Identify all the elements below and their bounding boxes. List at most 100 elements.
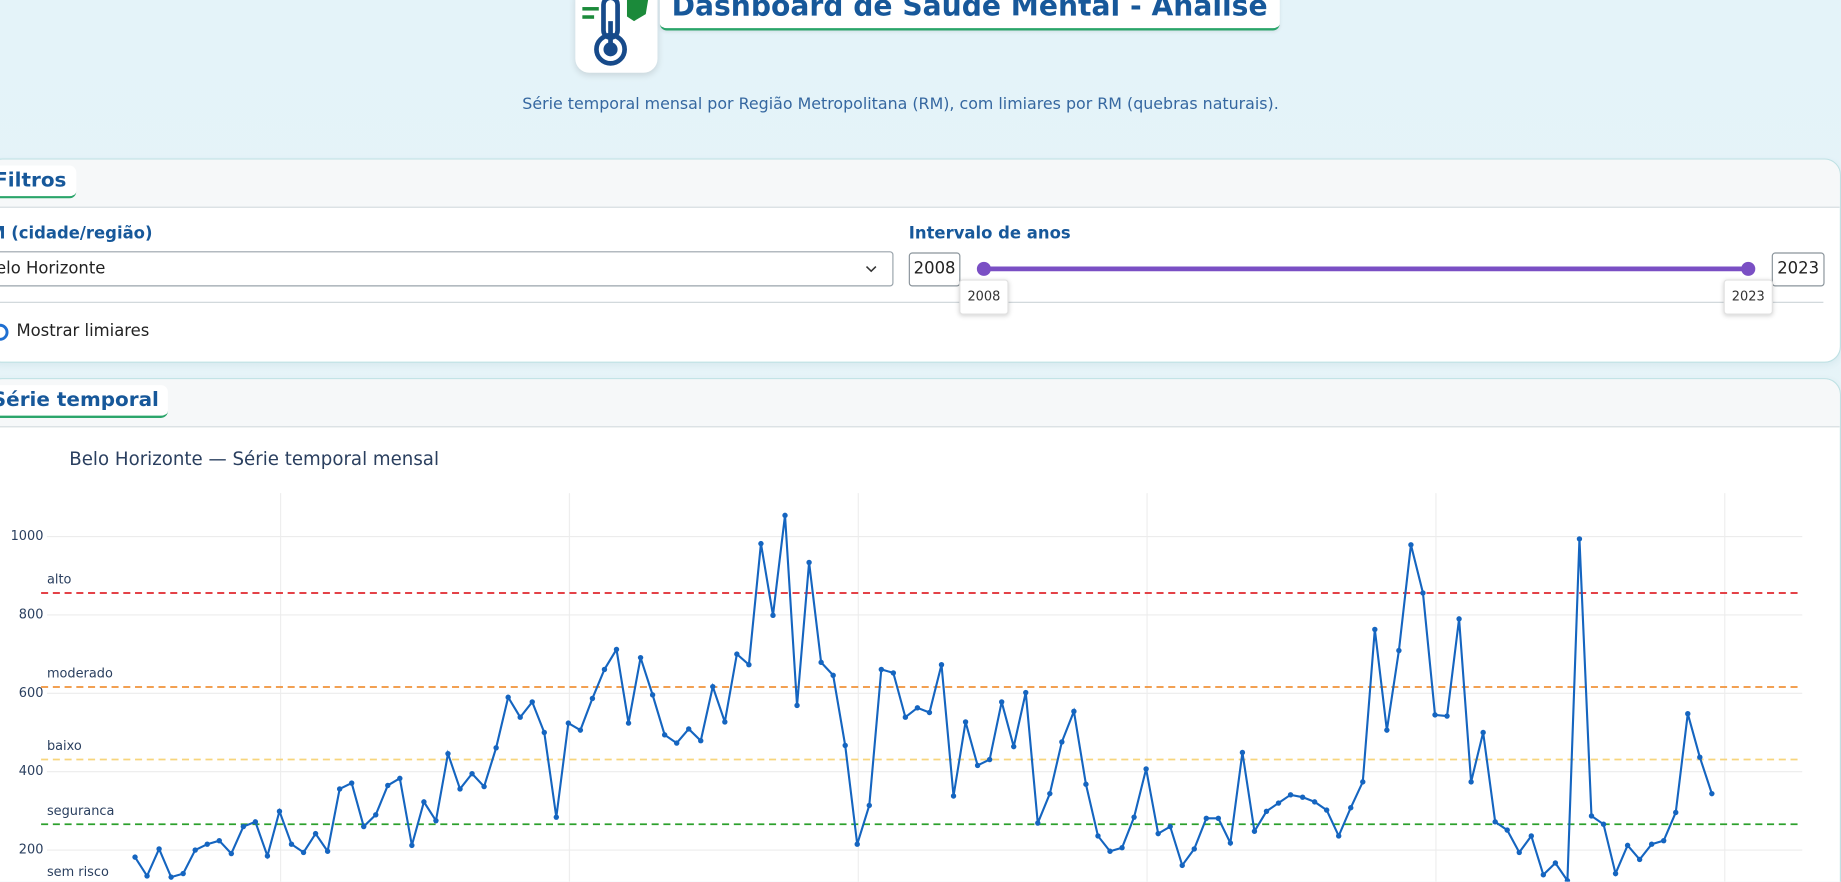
page-subtitle: Série temporal mensal por Região Metropo… xyxy=(522,95,1279,114)
data-point xyxy=(1673,809,1679,816)
data-point xyxy=(698,738,704,744)
series-card: Série temporal xyxy=(0,378,1841,882)
data-point xyxy=(601,666,608,673)
data-point xyxy=(722,719,728,725)
data-point xyxy=(228,850,235,857)
data-point xyxy=(1348,805,1354,811)
slider-handle[interactable] xyxy=(1741,261,1756,276)
data-point xyxy=(1107,848,1113,854)
data-point xyxy=(1408,542,1414,548)
data-point xyxy=(637,654,644,661)
data-point xyxy=(216,837,222,844)
checkbox[interactable] xyxy=(0,323,9,342)
data-point xyxy=(336,786,343,792)
data-point xyxy=(1251,828,1258,834)
year-start-input[interactable]: 2008 xyxy=(908,252,961,287)
data-point xyxy=(830,672,836,678)
data-point xyxy=(1179,862,1185,869)
series-line xyxy=(134,515,1713,882)
data-point xyxy=(842,742,848,749)
data-point xyxy=(613,646,620,653)
data-point xyxy=(1444,713,1450,719)
title-box: Dashboard de Saúde Mental - Análise xyxy=(659,0,1280,31)
data-point xyxy=(517,714,523,720)
data-point xyxy=(1685,710,1691,717)
data-point xyxy=(1035,820,1041,826)
data-point xyxy=(625,720,632,726)
data-point xyxy=(1661,837,1667,844)
data-point xyxy=(649,692,656,698)
data-point xyxy=(288,841,295,847)
data-point xyxy=(1095,833,1101,839)
data-point xyxy=(1155,830,1161,837)
data-point xyxy=(361,823,367,830)
data-point xyxy=(950,793,957,799)
data-point xyxy=(1167,823,1173,830)
data-point xyxy=(734,651,740,657)
data-point xyxy=(132,854,138,860)
data-point xyxy=(1552,860,1559,866)
data-point xyxy=(252,819,259,825)
data-point xyxy=(1323,807,1330,813)
slider-handle[interactable] xyxy=(976,261,991,276)
data-point xyxy=(409,842,415,849)
data-point xyxy=(1263,808,1270,814)
data-point xyxy=(541,729,547,736)
region-label: RM (cidade/região) xyxy=(0,224,153,244)
threshold-label: seguranca xyxy=(47,804,114,819)
data-point xyxy=(397,775,403,782)
data-point xyxy=(1360,779,1366,785)
data-point xyxy=(1492,819,1498,825)
year-slider[interactable] xyxy=(975,258,1759,279)
data-point xyxy=(794,702,800,709)
data-point xyxy=(818,659,824,666)
divider xyxy=(0,301,1824,303)
data-point xyxy=(1420,590,1426,596)
data-point xyxy=(264,853,271,859)
data-point xyxy=(1372,626,1378,633)
data-point xyxy=(1588,813,1595,819)
data-point xyxy=(866,802,872,809)
data-point xyxy=(1227,840,1234,846)
data-point xyxy=(806,559,812,566)
data-point xyxy=(1697,754,1703,760)
data-point xyxy=(1540,872,1547,878)
card-header: Filtros xyxy=(0,159,1840,208)
data-point xyxy=(1011,743,1017,750)
data-point xyxy=(758,540,764,547)
data-point xyxy=(1528,833,1534,839)
threshold-label: alto xyxy=(47,573,72,588)
data-point xyxy=(529,699,535,705)
data-point xyxy=(661,732,668,738)
data-point xyxy=(1023,689,1029,696)
data-point xyxy=(1709,790,1715,797)
logo xyxy=(575,0,658,73)
data-point xyxy=(505,694,511,700)
data-point xyxy=(998,699,1005,705)
data-point xyxy=(974,762,981,769)
data-point xyxy=(1516,849,1522,856)
x-grid xyxy=(280,493,1726,882)
region-select[interactable]: Belo Horizonte xyxy=(0,251,894,287)
data-point xyxy=(1131,814,1137,820)
data-point xyxy=(144,873,150,879)
data-point xyxy=(914,705,921,711)
filters-title: Filtros xyxy=(0,165,76,199)
data-point xyxy=(902,714,909,720)
chart-title: Belo Horizonte — Série temporal mensal xyxy=(69,449,439,470)
data-point xyxy=(1059,739,1065,745)
data-point xyxy=(1047,790,1053,797)
data-point xyxy=(686,726,692,732)
data-point xyxy=(1299,794,1306,800)
data-point xyxy=(1143,766,1149,772)
logo-icon xyxy=(582,0,649,66)
chevron xyxy=(865,265,877,273)
data-point xyxy=(553,814,560,820)
data-point xyxy=(204,841,210,847)
data-point xyxy=(782,512,788,519)
data-point xyxy=(926,709,933,716)
data-point xyxy=(577,727,584,733)
threshold-label: sem risco xyxy=(47,865,109,880)
threshold-label: baixo xyxy=(47,739,82,754)
year-end-input[interactable]: 2023 xyxy=(1771,252,1825,287)
